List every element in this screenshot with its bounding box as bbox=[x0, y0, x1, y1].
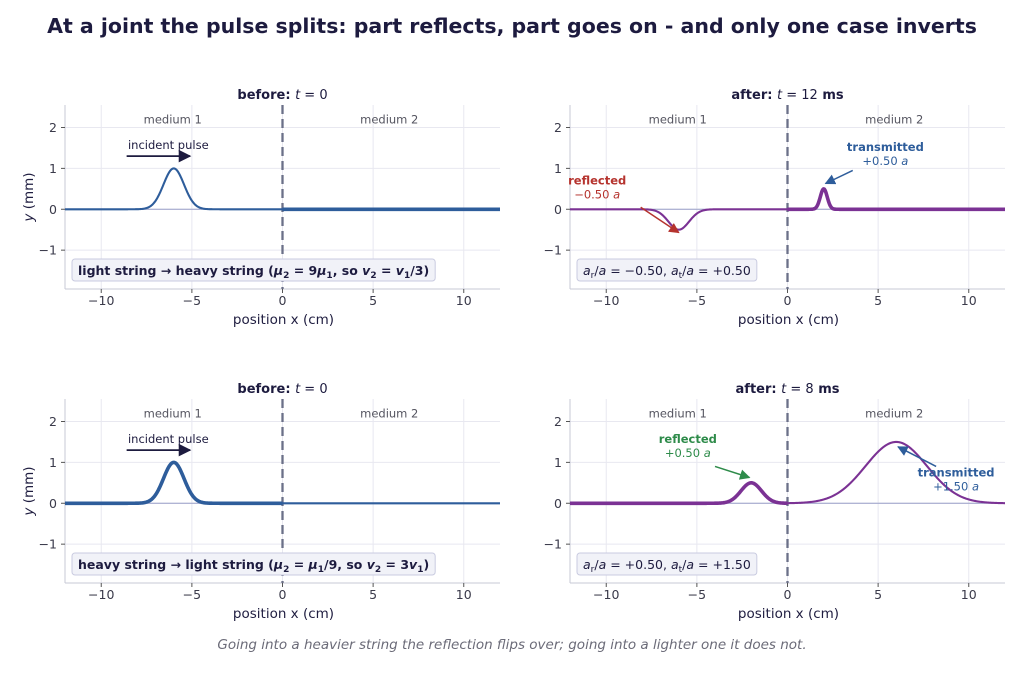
x-tick-label: −10 bbox=[593, 587, 619, 602]
transmitted-amplitude-label: +1.50 a bbox=[933, 480, 979, 494]
reflected-label: reflected bbox=[659, 432, 717, 446]
transmitted-pulse-line bbox=[787, 440, 1006, 505]
incident-pulse-line bbox=[64, 167, 283, 211]
x-tick-label: 5 bbox=[874, 587, 882, 602]
info-box bbox=[576, 552, 758, 576]
y-tick-label: 2 bbox=[554, 120, 562, 135]
x-tick-label: −10 bbox=[88, 587, 114, 602]
medium-label: medium 2 bbox=[360, 406, 418, 420]
x-tick-label: −5 bbox=[688, 587, 706, 602]
x-tick-label: 0 bbox=[279, 587, 287, 602]
y-tick-label: 0 bbox=[554, 202, 562, 217]
medium-label: medium 1 bbox=[649, 112, 707, 126]
reflected-pulse-line bbox=[569, 208, 788, 231]
y-tick-label: 1 bbox=[49, 161, 57, 176]
y-tick-label: 0 bbox=[49, 202, 57, 217]
x-axis-label: position x (cm) bbox=[738, 606, 839, 622]
info-box bbox=[71, 552, 436, 576]
y-tick-label: 2 bbox=[49, 414, 57, 429]
x-axis-label: position x (cm) bbox=[233, 606, 334, 622]
x-tick-label: −10 bbox=[88, 293, 114, 308]
figure-caption: Going into a heavier string the reflecti… bbox=[217, 637, 807, 653]
y-tick-label: 1 bbox=[49, 455, 57, 470]
transmitted-amplitude-label: +0.50 a bbox=[862, 154, 908, 168]
y-tick-label: −1 bbox=[544, 243, 562, 258]
incident-pulse-line bbox=[64, 460, 284, 506]
transmitted-arrow bbox=[824, 169, 854, 185]
x-tick-label: 0 bbox=[279, 293, 287, 308]
reflected-amplitude-label: −0.50 a bbox=[574, 188, 620, 202]
y-tick-label: −1 bbox=[39, 243, 57, 258]
info-box bbox=[576, 258, 758, 282]
y-axis-label: y (mm) bbox=[21, 466, 37, 516]
y-tick-label: 1 bbox=[554, 455, 562, 470]
y-tick-label: 0 bbox=[554, 496, 562, 511]
x-axis-label: position x (cm) bbox=[233, 312, 334, 328]
panel-title: before: t = 0 bbox=[237, 382, 327, 397]
x-tick-label: 0 bbox=[784, 587, 792, 602]
panel-title: after: t = 12 ms bbox=[731, 88, 843, 103]
x-tick-label: −10 bbox=[593, 293, 619, 308]
transmitted-label: transmitted bbox=[847, 140, 924, 154]
panel-title: before: t = 0 bbox=[237, 88, 327, 103]
info-box-text: light string → heavy string (μ2 = 9μ1, s… bbox=[78, 263, 429, 281]
reflected-amplitude-label: +0.50 a bbox=[665, 446, 711, 460]
x-tick-label: −5 bbox=[183, 587, 201, 602]
transmitted-pulse-line bbox=[786, 187, 1006, 212]
reflected-arrow bbox=[714, 465, 751, 480]
info-box-text: ar/a = −0.50, at/a = +0.50 bbox=[583, 263, 751, 281]
medium-label: medium 1 bbox=[649, 406, 707, 420]
incident-pulse-label: incident pulse bbox=[128, 432, 209, 446]
info-box-text: heavy string → light string (μ2 = μ1/9, … bbox=[78, 557, 429, 575]
reflected-pulse-line bbox=[569, 481, 789, 506]
transmitted-arrow bbox=[897, 446, 937, 468]
y-tick-label: 2 bbox=[49, 120, 57, 135]
medium-label: medium 2 bbox=[360, 112, 418, 126]
info-box-text: ar/a = +0.50, at/a = +1.50 bbox=[583, 557, 751, 575]
y-axis-label: y (mm) bbox=[21, 172, 37, 222]
y-tick-label: 1 bbox=[554, 161, 562, 176]
x-tick-label: −5 bbox=[688, 293, 706, 308]
y-tick-label: −1 bbox=[39, 537, 57, 552]
y-tick-label: 2 bbox=[554, 414, 562, 429]
panel-title: after: t = 8 ms bbox=[736, 382, 840, 397]
y-tick-label: −1 bbox=[544, 537, 562, 552]
x-tick-label: 10 bbox=[456, 587, 472, 602]
x-tick-label: 5 bbox=[874, 293, 882, 308]
x-tick-label: 0 bbox=[784, 293, 792, 308]
transmitted-label: transmitted bbox=[918, 466, 995, 480]
y-tick-label: 0 bbox=[49, 496, 57, 511]
figure-title: At a joint the pulse splits: part reflec… bbox=[47, 14, 977, 38]
medium-label: medium 1 bbox=[144, 112, 202, 126]
x-tick-label: 10 bbox=[961, 293, 977, 308]
x-tick-label: 5 bbox=[369, 293, 377, 308]
medium-label: medium 2 bbox=[865, 406, 923, 420]
x-tick-label: 10 bbox=[961, 587, 977, 602]
medium-label: medium 2 bbox=[865, 112, 923, 126]
x-tick-label: 5 bbox=[369, 587, 377, 602]
incident-pulse-label: incident pulse bbox=[128, 138, 209, 152]
reflected-arrow bbox=[640, 206, 680, 234]
medium-label: medium 1 bbox=[144, 406, 202, 420]
x-axis-label: position x (cm) bbox=[738, 312, 839, 328]
x-tick-label: −5 bbox=[183, 293, 201, 308]
x-tick-label: 10 bbox=[456, 293, 472, 308]
reflected-label: reflected bbox=[568, 174, 626, 188]
info-box bbox=[71, 258, 436, 282]
